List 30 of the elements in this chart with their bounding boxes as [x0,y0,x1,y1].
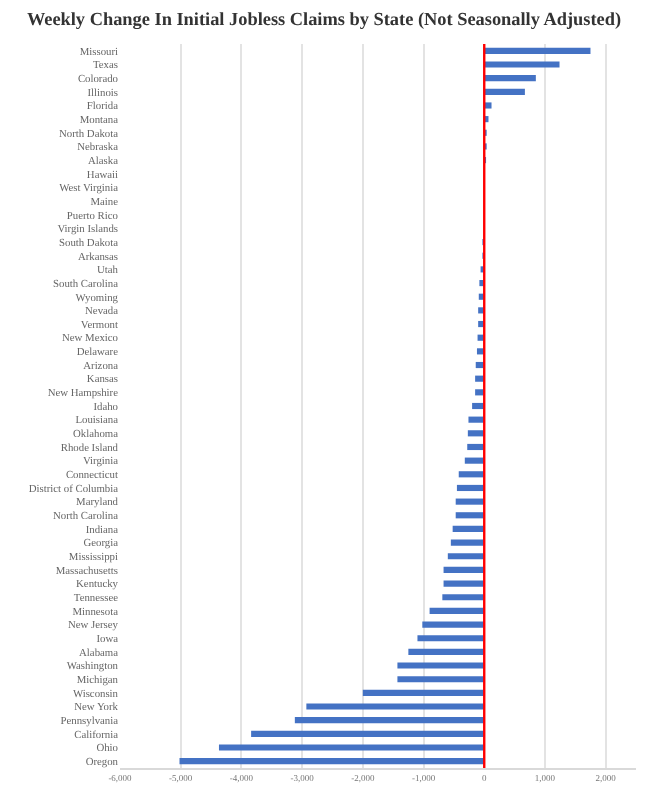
bar [467,443,485,451]
bar [397,662,485,669]
bar [417,635,485,642]
chart-title: Weekly Change In Initial Jobless Claims by State (Not Seasonally Adjusted) [26,8,622,31]
bar [179,758,485,765]
bar [397,676,485,683]
bar [464,457,485,464]
bar [429,607,485,614]
bar [294,717,485,724]
bar [362,689,485,696]
bar [443,580,485,587]
bar [484,75,536,82]
bar [452,525,485,533]
bar [422,621,485,628]
bar [450,539,485,546]
bar [455,498,485,505]
bar [484,47,591,54]
bar [468,416,485,423]
bar [455,512,485,519]
bar [458,471,485,478]
bar [456,484,485,492]
bar [408,648,485,655]
bar [447,553,485,560]
bar [484,61,560,68]
bar [442,594,485,601]
bar [443,566,485,573]
bar [306,703,485,710]
bar [251,730,485,737]
bar [218,744,485,751]
bar [484,88,525,95]
